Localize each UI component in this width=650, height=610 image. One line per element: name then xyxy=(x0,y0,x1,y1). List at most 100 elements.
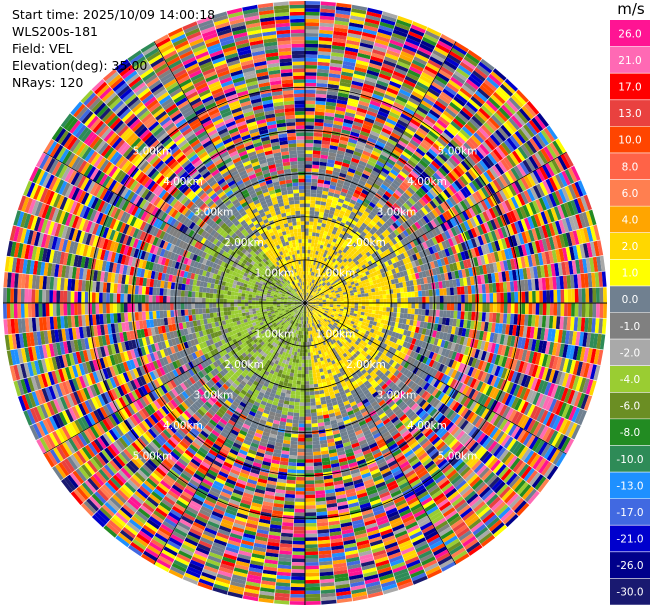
velocity-gate xyxy=(337,279,342,284)
velocity-gate xyxy=(401,264,407,271)
velocity-gate xyxy=(325,307,330,310)
velocity-gate xyxy=(531,351,538,365)
velocity-gate xyxy=(342,184,350,191)
velocity-gate xyxy=(461,269,467,278)
velocity-gate xyxy=(527,376,535,390)
velocity-gate xyxy=(411,223,419,232)
velocity-gate xyxy=(477,349,484,360)
velocity-gate xyxy=(498,323,503,334)
velocity-gate xyxy=(361,296,366,300)
velocity-gate xyxy=(332,238,338,243)
velocity-gate xyxy=(307,298,311,301)
velocity-gate xyxy=(498,203,506,215)
velocity-gate xyxy=(310,242,315,247)
velocity-gate xyxy=(475,129,487,141)
velocity-gate xyxy=(385,311,390,317)
velocity-gate xyxy=(390,77,403,86)
velocity-gate xyxy=(359,314,365,319)
velocity-gate xyxy=(586,363,594,379)
velocity-gate xyxy=(350,310,355,314)
velocity-gate xyxy=(454,192,463,203)
velocity-gate xyxy=(507,198,516,211)
velocity-gate xyxy=(495,109,508,122)
velocity-gate xyxy=(315,297,319,300)
velocity-gate xyxy=(305,11,320,16)
velocity-gate xyxy=(437,181,446,191)
velocity-gate xyxy=(594,272,600,288)
velocity-gate xyxy=(449,263,455,272)
velocity-gate xyxy=(413,332,419,339)
velocity-gate xyxy=(490,151,501,163)
velocity-gate xyxy=(456,177,466,188)
velocity-gate xyxy=(487,242,494,253)
velocity-gate xyxy=(362,86,374,94)
velocity-gate xyxy=(312,253,316,258)
velocity-gate xyxy=(327,232,332,237)
velocity-gate xyxy=(520,126,532,140)
velocity-gate xyxy=(428,230,435,239)
velocity-gate xyxy=(459,175,469,186)
velocity-gate xyxy=(377,282,382,288)
velocity-gate xyxy=(324,115,335,121)
velocity-gate xyxy=(382,294,387,299)
velocity-gate xyxy=(418,296,423,303)
velocity-gate xyxy=(321,144,330,149)
velocity-gate xyxy=(426,112,439,122)
velocity-gate xyxy=(385,235,392,243)
velocity-gate xyxy=(485,209,494,221)
velocity-gate xyxy=(559,275,564,290)
velocity-gate xyxy=(307,298,311,301)
velocity-gate xyxy=(436,295,440,303)
velocity-gate xyxy=(345,271,350,276)
velocity-gate xyxy=(434,206,442,216)
velocity-gate xyxy=(531,278,536,291)
velocity-gate xyxy=(509,281,515,292)
velocity-gate xyxy=(362,259,368,265)
velocity-gate xyxy=(378,234,385,241)
velocity-gate xyxy=(380,281,385,287)
velocity-gate xyxy=(473,164,483,176)
velocity-gate xyxy=(305,168,312,172)
velocity-gate xyxy=(322,136,331,142)
velocity-gate xyxy=(321,287,326,291)
velocity-gate xyxy=(316,287,320,291)
velocity-gate xyxy=(394,243,401,250)
velocity-gate xyxy=(321,147,330,153)
velocity-gate xyxy=(528,303,533,315)
velocity-gate xyxy=(399,259,405,266)
velocity-gate xyxy=(335,106,346,112)
velocity-gate xyxy=(470,248,477,258)
velocity-gate xyxy=(550,207,559,222)
velocity-gate xyxy=(474,67,488,79)
velocity-gate xyxy=(506,281,511,292)
velocity-gate xyxy=(383,59,397,68)
velocity-gate xyxy=(578,377,587,393)
velocity-gate xyxy=(316,286,320,290)
velocity-gate xyxy=(316,83,328,88)
velocity-gate xyxy=(481,141,493,153)
velocity-gate xyxy=(393,307,398,313)
velocity-gate xyxy=(319,301,323,303)
velocity-gate xyxy=(338,85,351,91)
velocity-gate xyxy=(537,131,549,146)
velocity-gate xyxy=(514,291,519,303)
velocity-gate xyxy=(556,289,561,303)
velocity-gate xyxy=(390,132,401,140)
velocity-gate xyxy=(339,81,352,88)
velocity-gate xyxy=(517,303,522,314)
velocity-gate xyxy=(339,269,344,274)
velocity-gate xyxy=(361,90,373,97)
velocity-gate xyxy=(392,312,397,318)
velocity-gate xyxy=(570,165,581,181)
velocity-gate xyxy=(424,30,440,40)
velocity-gate xyxy=(541,238,549,252)
velocity-gate xyxy=(346,104,357,111)
velocity-gate xyxy=(506,154,517,168)
velocity-gate xyxy=(308,289,311,293)
velocity-gate xyxy=(407,218,415,226)
velocity-gate xyxy=(354,305,359,309)
velocity-gate xyxy=(432,330,438,338)
velocity-gate xyxy=(344,245,350,251)
velocity-gate xyxy=(495,129,507,142)
velocity-gate xyxy=(448,79,462,90)
